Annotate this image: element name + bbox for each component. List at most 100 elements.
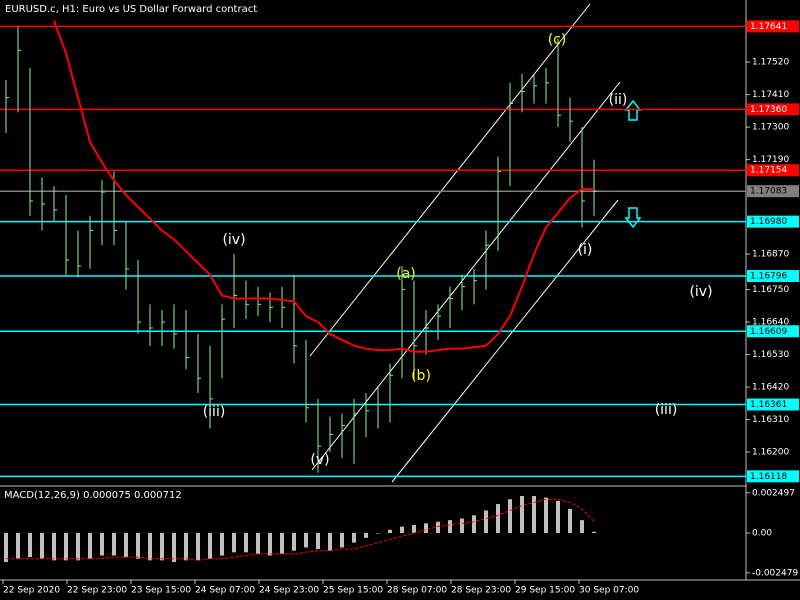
macd-bar (268, 533, 272, 556)
macd-bar (52, 533, 56, 561)
macd-bar (460, 518, 464, 533)
y-tick-label: 1.17410 (752, 90, 789, 100)
macd-bar (136, 533, 140, 559)
level-label-box (747, 103, 799, 116)
x-tick-label: 29 Sep 15:00 (515, 586, 575, 596)
level-label-box (747, 470, 799, 483)
wave-label: (v) (310, 452, 329, 468)
x-tick-label: 23 Sep 15:00 (131, 586, 191, 596)
x-tick-label: 30 Sep 07:00 (579, 586, 639, 596)
macd-bar (76, 533, 80, 561)
macd-bar (592, 531, 596, 533)
level-label-box (747, 325, 799, 338)
macd-bar (424, 523, 428, 533)
wave-label: (b) (411, 368, 431, 384)
y-tick-label: 1.16420 (752, 383, 789, 393)
y-tick-label: 1.16750 (752, 285, 789, 295)
level-label: 1.17641 (750, 22, 787, 32)
level-label: 1.16980 (750, 217, 787, 227)
down-arrow (624, 207, 642, 229)
macd-bar (340, 533, 344, 548)
macd-bar (88, 533, 92, 559)
macd-bar (28, 533, 32, 558)
level-label-box (747, 215, 799, 228)
wave-label: (iii) (655, 402, 678, 418)
macd-bar (160, 533, 164, 561)
macd-bar (256, 533, 260, 554)
x-tick-label: 22 Sep 23:00 (67, 586, 127, 596)
level-label: 1.16361 (750, 400, 787, 410)
macd-bar (412, 524, 416, 533)
macd-bar (400, 526, 404, 533)
level-label: 1.16118 (750, 472, 787, 482)
level-label: 1.17154 (750, 166, 787, 176)
macd-bar (220, 533, 224, 556)
macd-bar (64, 533, 68, 561)
macd-bar (4, 533, 8, 562)
macd-bar (532, 496, 536, 533)
macd-bar (208, 533, 212, 559)
y-tick-label: 1.17520 (752, 58, 789, 68)
macd-bar (568, 508, 572, 533)
level-label-box (747, 398, 799, 411)
macd-bar (280, 533, 284, 554)
macd-bar (100, 533, 104, 556)
macd-bar (448, 520, 452, 533)
x-tick-label: 22 Sep 2020 (3, 586, 60, 596)
wave-label: (iv) (222, 232, 245, 248)
channel-line (309, 3, 591, 357)
macd-bar (496, 504, 500, 533)
macd-bar (388, 529, 392, 533)
channel-line (391, 199, 619, 483)
level-label: 1.16796 (750, 272, 787, 282)
macd-bar (292, 533, 296, 551)
macd-bar (328, 533, 332, 551)
macd-bar (556, 500, 560, 533)
macd-bar (484, 510, 488, 533)
wave-label: (ii) (609, 92, 628, 108)
x-tick-label: 28 Sep 07:00 (387, 586, 447, 596)
y-tick-label: 1.16310 (752, 415, 789, 425)
macd-bar (544, 497, 548, 533)
macd-bar (196, 533, 200, 561)
level-label: 1.17360 (750, 105, 787, 115)
y-tick-label: 1.16200 (752, 448, 789, 458)
macd-bar (172, 533, 176, 562)
wave-label: (iii) (203, 404, 226, 420)
macd-bar (40, 533, 44, 559)
level-label-box (747, 270, 799, 282)
macd-bar (16, 533, 20, 559)
y-tick-label: -0.002479 (752, 568, 798, 578)
x-tick-label: 24 Sep 07:00 (195, 586, 255, 596)
macd-bar (232, 533, 236, 553)
macd-bar (316, 533, 320, 550)
x-tick-label: 24 Sep 23:00 (259, 586, 319, 596)
macd-bar (508, 499, 512, 533)
chart-title: EURUSD.c, H1: Euro vs US Dollar Forward … (5, 4, 257, 15)
wave-label: (iv) (689, 284, 712, 300)
macd-bar (148, 533, 152, 561)
y-tick-label: 1.16530 (752, 350, 789, 360)
macd-bar (244, 533, 248, 553)
macd-bar (184, 533, 188, 561)
macd-bar (376, 533, 380, 534)
macd-bar (304, 533, 308, 548)
macd-bar (580, 520, 584, 533)
y-tick-label: 0.00 (752, 529, 772, 539)
level-label-box (747, 164, 799, 177)
moving-average (53, 20, 594, 353)
y-tick-label: 1.16870 (752, 250, 789, 260)
y-tick-label: 1.16640 (752, 318, 789, 328)
level-label: 1.16609 (750, 327, 787, 337)
y-tick-label: 1.17190 (752, 155, 789, 165)
macd-bar (124, 533, 128, 558)
signal-line (6, 498, 595, 561)
macd-bar (436, 521, 440, 533)
y-tick-label: 1.17300 (752, 123, 789, 133)
level-label-box (747, 185, 799, 198)
macd-bar (520, 496, 524, 533)
wave-label: (i) (578, 242, 593, 258)
y-tick-label: 0.002497 (752, 488, 795, 498)
